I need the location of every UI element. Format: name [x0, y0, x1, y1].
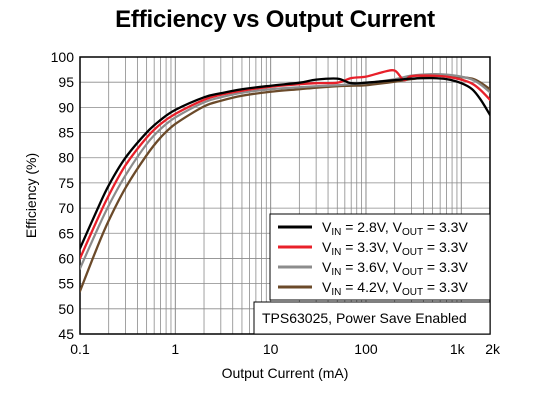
series-group — [80, 68, 490, 293]
x-tick-label: 0.1 — [70, 341, 90, 357]
y-tick-label: 100 — [51, 49, 75, 65]
y-tick-label: 75 — [58, 175, 74, 191]
legend-label: VIN = 3.3V, VOUT = 3.3V — [322, 239, 468, 258]
y-tick-label: 70 — [58, 200, 74, 216]
y-tick-label: 55 — [58, 276, 74, 292]
y-tick-label: 80 — [58, 150, 74, 166]
x-tick-label: 2k — [485, 341, 501, 357]
y-tick-label: 60 — [58, 250, 74, 266]
series-line-1 — [80, 76, 490, 250]
annotation-text: TPS63025, Power Save Enabled — [262, 310, 467, 326]
y-tick-label: 65 — [58, 225, 74, 241]
y-tick-labels: 45 50 55 60 65 70 75 80 85 90 95 100 — [51, 49, 75, 342]
y-axis-label: Efficiency (%) — [23, 153, 39, 238]
y-tick-label: 50 — [58, 301, 74, 317]
y-tick-label: 45 — [58, 326, 74, 342]
x-tick-labels: 0.1 1 10 100 1k 2k — [70, 341, 501, 357]
x-tick-label: 100 — [354, 341, 378, 357]
series-line-3 — [80, 72, 490, 270]
legend-label: VIN = 2.8V, VOUT = 3.3V — [322, 219, 468, 238]
x-axis-label: Output Current (mA) — [222, 365, 349, 381]
series-line-2 — [80, 68, 490, 260]
y-tick-label: 95 — [58, 74, 74, 90]
x-tick-label: 1 — [171, 341, 179, 357]
x-tick-label: 1k — [450, 341, 466, 357]
y-tick-label: 85 — [58, 125, 74, 141]
annotation-box: TPS63025, Power Save Enabled — [253, 301, 491, 335]
y-tick-label: 90 — [58, 99, 74, 115]
chart-title: Efficiency vs Output Current — [115, 6, 435, 33]
legend-label: VIN = 4.2V, VOUT = 3.3V — [322, 279, 468, 298]
x-tick-label: 10 — [263, 341, 279, 357]
legend-label: VIN = 3.6V, VOUT = 3.3V — [322, 259, 468, 278]
